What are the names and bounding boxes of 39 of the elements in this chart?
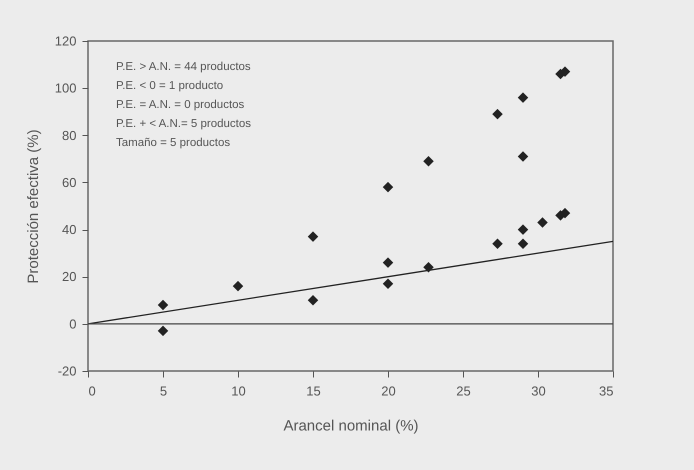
point <box>158 300 168 310</box>
point <box>382 182 394 192</box>
y-tick-label: 120 <box>54 34 76 48</box>
x-tick-label: 30 <box>531 384 546 398</box>
point <box>423 156 434 166</box>
x-tick-label: 5 <box>160 384 168 398</box>
point <box>492 238 503 249</box>
y-tick-label: 20 <box>62 269 76 284</box>
x-tick-label: 35 <box>599 384 614 398</box>
x-tick-label: 0 <box>88 384 96 398</box>
point <box>537 217 548 228</box>
annotation: P.E. > A.N. = 44 productos <box>116 61 251 73</box>
x-axis-title: Arancel nominal (%) <box>283 418 419 434</box>
point <box>308 231 318 242</box>
point <box>492 108 503 120</box>
point <box>308 295 318 306</box>
point <box>232 280 244 292</box>
point <box>158 326 168 336</box>
y-tick-label: 80 <box>62 128 76 143</box>
annotation: P.E. = A.N. = 0 productos <box>116 99 245 111</box>
y-tick-label: 40 <box>62 222 76 238</box>
point <box>382 278 394 290</box>
x-tick-label: 10 <box>231 384 246 398</box>
x-tick-label: 25 <box>456 384 471 398</box>
annotation: P.E. + < A.N.= 5 productos <box>116 118 252 130</box>
y-tick-label: 100 <box>54 80 76 96</box>
y-tick-label: -20 <box>58 364 76 378</box>
x-tick-label: 20 <box>381 384 396 398</box>
annotation: Tamaño = 5 productos <box>116 137 230 149</box>
x-tick-label: 15 <box>306 384 321 398</box>
point <box>518 238 528 249</box>
point <box>518 151 528 162</box>
annotation: P.E. < 0 = 1 producto <box>116 80 224 92</box>
point <box>382 257 394 268</box>
point <box>518 224 528 235</box>
y-tick-label: 60 <box>62 174 76 190</box>
y-tick-label: 0 <box>69 316 76 332</box>
point <box>518 92 528 103</box>
y-axis-title: Protección efectiva (%) <box>24 129 42 284</box>
